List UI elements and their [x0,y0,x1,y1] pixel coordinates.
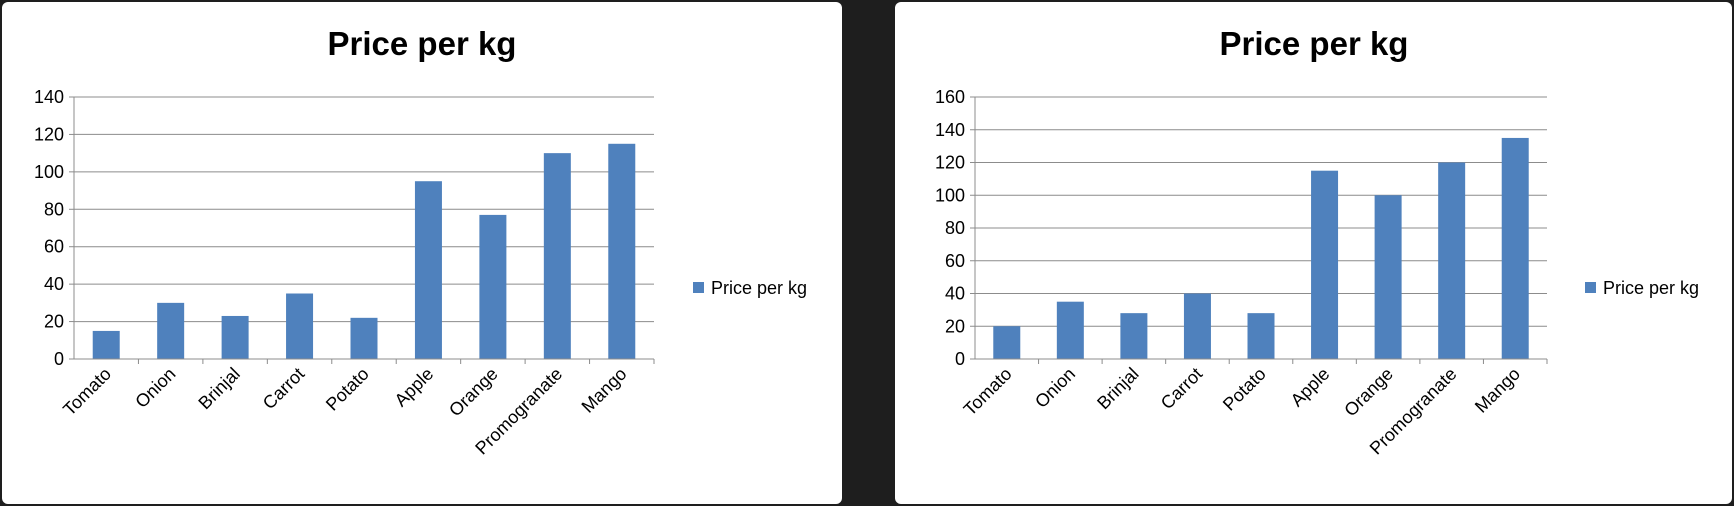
legend: Price per kg [693,278,807,298]
y-tick-label: 0 [955,349,965,369]
x-axis-labels: Tomato Onion Brinjal Carrot Potato Apple Orang… [960,364,1524,459]
bar-carrot [286,293,314,359]
y-tick-label: 60 [945,251,965,271]
bar-carrot [1183,293,1211,359]
y-tick-label: 120 [34,124,64,144]
bar-promogranate [543,153,571,359]
y-axis-ticks: 0 20 40 60 80 100 120 140 [34,87,64,369]
bar-potato [1247,313,1275,359]
bar-brinjal [221,315,249,359]
bar-potato [350,317,378,359]
bar-promogranate [1438,162,1466,359]
bar-tomato [993,326,1021,359]
chart-panel-left: Price per kg 0 20 40 60 80 100 120 140 Tomato On… [2,2,842,504]
y-tick-label: 140 [935,120,965,140]
y-tick-label: 0 [54,349,64,369]
x-category-label: Carrot [259,364,309,414]
bar-orange [479,214,507,359]
y-tick-label: 40 [945,284,965,304]
y-tick-label: 120 [935,153,965,173]
y-tick-label: 140 [34,87,64,107]
x-category-label: Onion [131,364,179,412]
x-category-label: Orange [445,364,502,421]
x-category-label: Onion [1031,364,1079,412]
y-tick-label: 80 [945,218,965,238]
y-tick-label: 20 [44,312,64,332]
y-tick-label: 40 [44,274,64,294]
x-category-label: Potato [1219,364,1270,415]
y-axis-ticks: 0 20 40 60 80 100 120 140 160 [935,87,965,369]
legend-label: Price per kg [711,278,807,298]
legend-label: Price per kg [1603,278,1699,298]
gridlines [74,96,654,323]
x-category-label: Apple [1287,364,1334,411]
y-tick-label: 100 [935,185,965,205]
y-tick-label: 80 [44,199,64,219]
bar-onion [157,302,185,359]
bars [92,143,636,359]
x-category-label: Brinjal [1093,364,1143,414]
x-category-label: Carrot [1157,364,1207,414]
x-category-label: Orange [1340,364,1397,421]
bar-brinjal [1120,313,1148,359]
bar-onion [1056,301,1084,359]
y-tick-label: 60 [44,237,64,257]
bar-tomato [92,330,120,359]
x-category-label: Brinjal [194,364,244,414]
x-category-label: Apple [391,364,438,411]
y-tick-label: 20 [945,316,965,336]
bar-mango [1501,137,1529,359]
x-category-label: Tomato [960,364,1016,420]
chart-panel-right: Price per kg 0 20 40 60 80 100 120 140 160 Tomat… [895,2,1732,504]
x-category-label: Mango [578,364,631,417]
legend-swatch [1585,282,1596,293]
chart-svg-right: Price per kg 0 20 40 60 80 100 120 140 160 Tomat… [935,25,1699,459]
x-category-label: Mango [1471,364,1524,417]
legend: Price per kg [1585,278,1699,298]
bar-orange [1374,195,1402,359]
bars [993,137,1529,359]
x-category-label: Tomato [59,364,115,420]
chart-title: Price per kg [1220,25,1409,62]
axes [69,96,655,364]
x-axis-labels: Tomato Onion Brinjal Carrot Potato Apple Orang… [59,364,630,459]
legend-swatch [693,282,704,293]
bar-apple [414,181,442,359]
bar-apple [1311,170,1339,359]
y-tick-label: 160 [935,87,965,107]
axes [970,96,1548,364]
chart-title: Price per kg [328,25,517,62]
x-category-label: Potato [322,364,373,415]
bar-mango [608,143,636,359]
y-tick-label: 100 [34,162,64,182]
chart-svg-left: Price per kg 0 20 40 60 80 100 120 140 Tomato On… [34,25,807,459]
